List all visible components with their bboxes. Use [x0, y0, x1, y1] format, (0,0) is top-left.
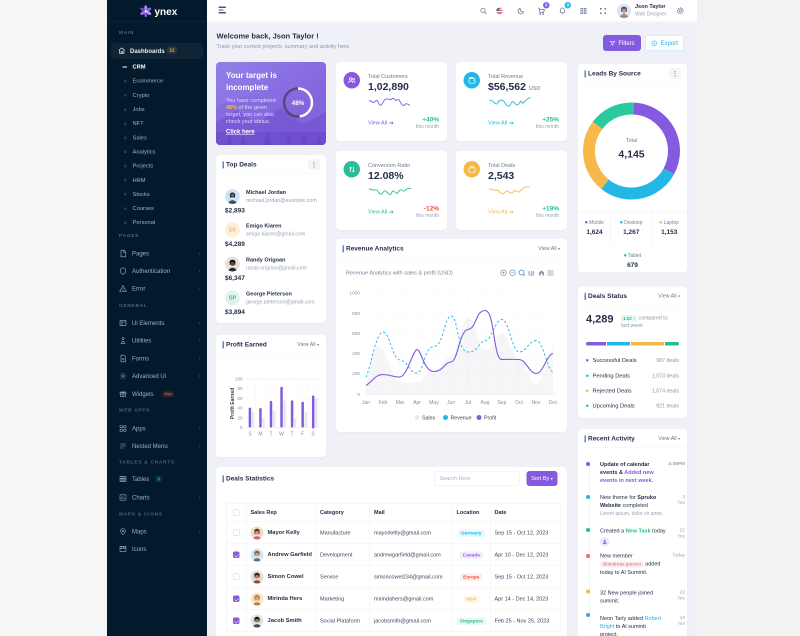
- svg-text:T: T: [269, 432, 272, 438]
- svg-text:Apr: Apr: [413, 400, 421, 406]
- svg-text:Jul: Jul: [465, 400, 471, 406]
- svg-text:Jun: Jun: [447, 400, 455, 406]
- svg-text:Sep: Sep: [498, 400, 507, 406]
- svg-text:1000: 1000: [349, 291, 360, 297]
- svg-text:Aug: Aug: [481, 400, 490, 406]
- svg-text:S: S: [311, 432, 315, 438]
- svg-text:F: F: [301, 432, 304, 438]
- svg-text:Nov: Nov: [532, 400, 541, 406]
- svg-text:Dec: Dec: [549, 400, 558, 406]
- svg-text:May: May: [429, 400, 439, 406]
- svg-text:40: 40: [237, 406, 243, 411]
- svg-text:Profit Earned: Profit Earned: [230, 388, 236, 419]
- svg-text:Revenue: Revenue: [451, 416, 472, 422]
- svg-text:Sales: Sales: [422, 416, 436, 422]
- svg-text:W: W: [279, 432, 284, 438]
- svg-text:Oct: Oct: [515, 400, 523, 406]
- svg-text:0: 0: [357, 392, 360, 398]
- svg-text:80: 80: [237, 386, 243, 391]
- svg-text:S: S: [248, 432, 252, 438]
- svg-text:600: 600: [352, 331, 360, 337]
- svg-text:Mar: Mar: [396, 400, 405, 406]
- svg-text:100: 100: [235, 377, 243, 382]
- svg-text:200: 200: [352, 371, 360, 377]
- svg-text:0: 0: [240, 425, 243, 430]
- svg-text:Jan: Jan: [362, 400, 370, 406]
- svg-text:48%: 48%: [292, 100, 305, 107]
- svg-text:Feb: Feb: [379, 400, 388, 406]
- svg-text:20: 20: [237, 415, 243, 420]
- svg-text:400: 400: [352, 351, 360, 357]
- svg-text:M: M: [258, 432, 262, 438]
- svg-text:Total: Total: [626, 138, 638, 144]
- svg-text:T: T: [290, 432, 293, 438]
- svg-text:Profit: Profit: [484, 416, 497, 422]
- svg-text:60: 60: [237, 396, 243, 401]
- svg-text:4,145: 4,145: [618, 149, 644, 161]
- svg-text:800: 800: [352, 311, 360, 317]
